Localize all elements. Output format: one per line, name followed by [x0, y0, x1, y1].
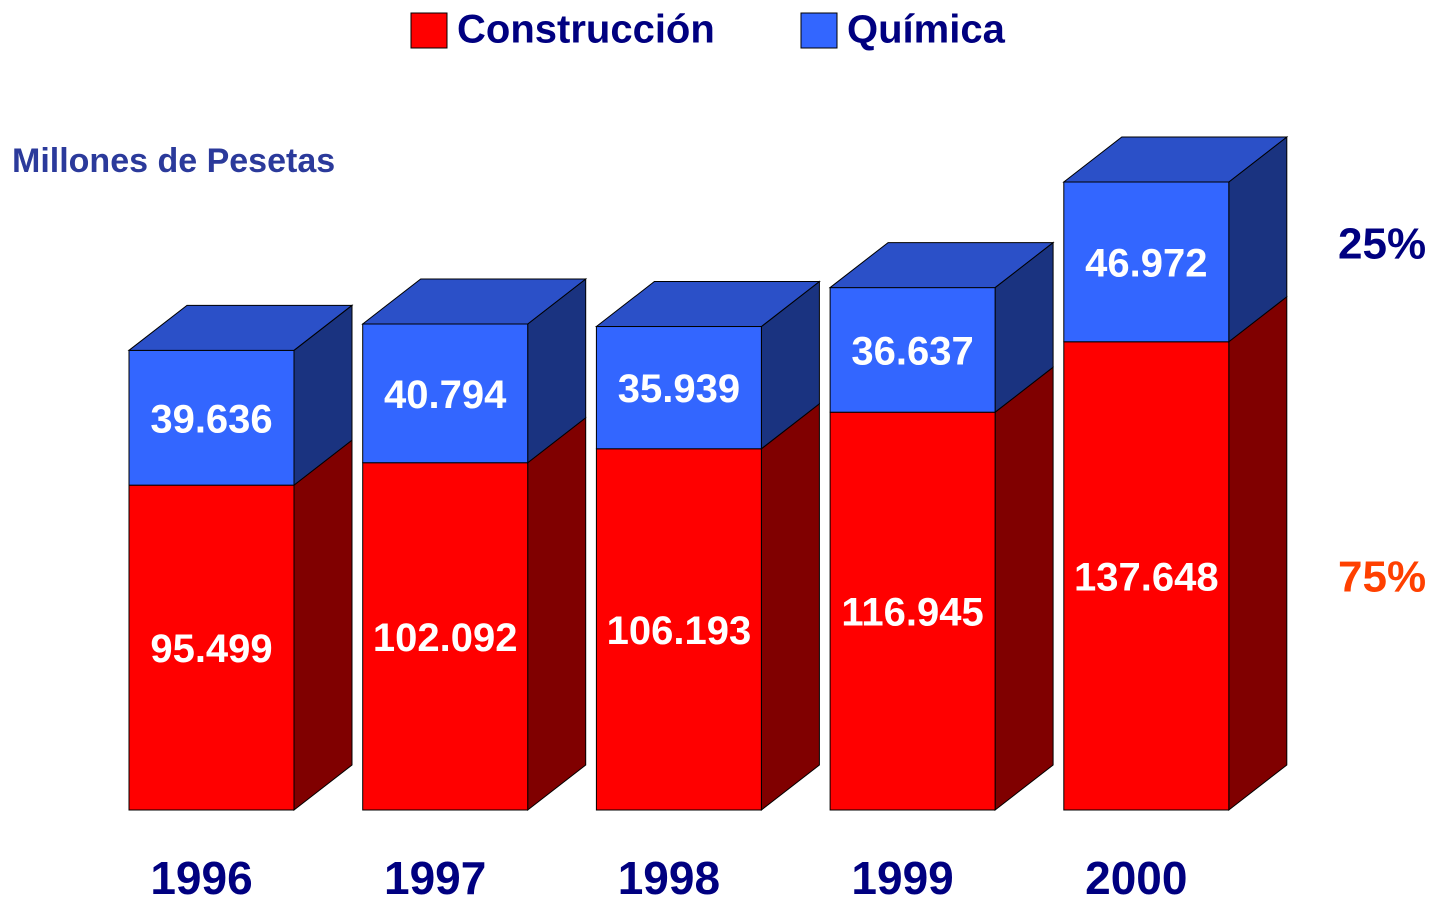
legend-swatch [800, 12, 838, 49]
data-label: 39.636 [150, 397, 272, 441]
data-label: 102.092 [373, 616, 518, 660]
bar-segment [1063, 341, 1230, 811]
annotation: 25% [1338, 220, 1426, 269]
bar-segment [829, 287, 996, 413]
axis-label: Millones de Pesetas [12, 142, 335, 180]
bar-top [1062, 136, 1289, 183]
data-label: 106.193 [607, 609, 752, 653]
bar-side [760, 402, 820, 812]
data-label: 95.499 [150, 627, 272, 671]
x-tick-label: 1998 [618, 852, 720, 904]
x-tick-label: 1999 [851, 852, 953, 904]
data-label: 46.972 [1085, 241, 1207, 285]
bar-segment [362, 462, 529, 811]
data-label: 116.945 [841, 591, 983, 635]
x-tick-label: 1997 [384, 852, 486, 904]
bar-segment [1063, 181, 1230, 343]
bar-top [594, 281, 821, 328]
bar-segment [128, 349, 295, 486]
bar-top [828, 242, 1055, 289]
data-label: 36.637 [851, 329, 973, 373]
bar-side [1228, 295, 1288, 812]
x-tick-label: 2000 [1085, 852, 1187, 904]
legend-label: Construcción [457, 8, 715, 52]
legend-swatch [410, 12, 448, 49]
x-tick-label: 1996 [150, 852, 252, 904]
data-label: 40.794 [384, 373, 507, 417]
bar-segment [829, 411, 996, 811]
bar-side [527, 416, 587, 812]
bar-segment [595, 448, 762, 811]
bar-top [361, 278, 588, 325]
bar-top [127, 304, 354, 351]
bar-side [293, 439, 353, 812]
data-label: 137.648 [1074, 555, 1219, 599]
legend-label: Química [847, 8, 1006, 52]
bar-side [994, 366, 1054, 812]
bar-segment [362, 323, 529, 464]
annotation: 75% [1338, 553, 1426, 602]
data-label: 35.939 [618, 367, 740, 411]
bar-segment [128, 484, 295, 811]
